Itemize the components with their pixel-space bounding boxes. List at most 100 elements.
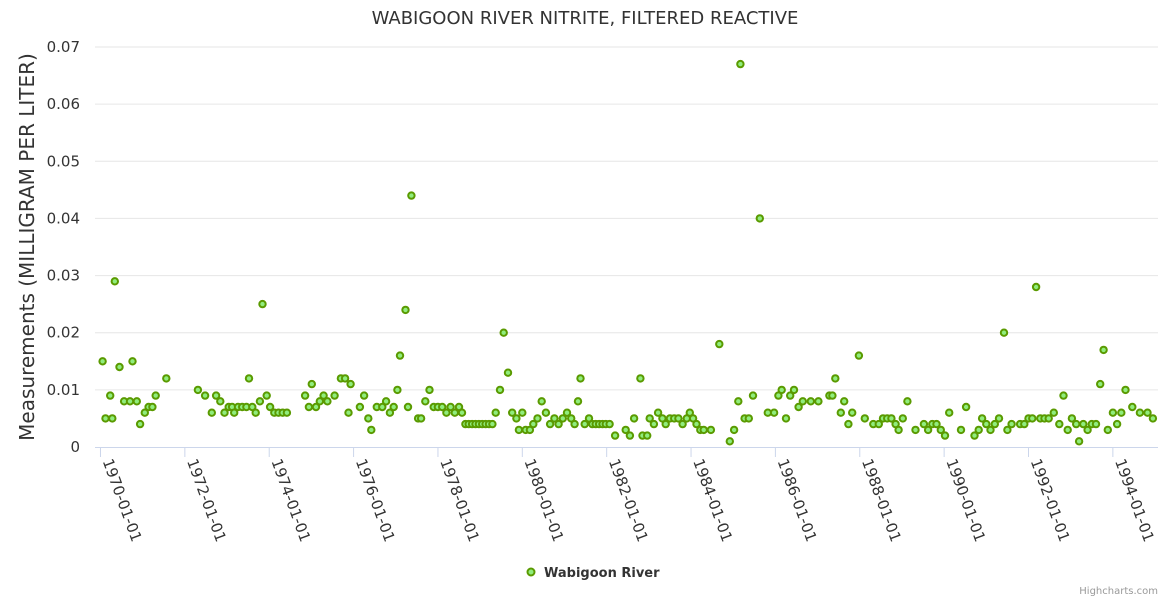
data-point[interactable] xyxy=(706,425,716,435)
data-point[interactable] xyxy=(840,397,849,406)
data-point[interactable] xyxy=(251,408,260,417)
data-point[interactable] xyxy=(1148,414,1158,423)
data-point[interactable] xyxy=(488,419,497,429)
data-point[interactable] xyxy=(1112,419,1122,429)
data-point[interactable] xyxy=(649,419,659,429)
data-point[interactable] xyxy=(518,408,527,417)
data-point[interactable] xyxy=(748,391,758,400)
data-point[interactable] xyxy=(580,419,589,429)
data-point[interactable] xyxy=(211,391,221,400)
data-point[interactable] xyxy=(110,277,120,286)
data-point[interactable] xyxy=(541,408,551,417)
legend-symbol[interactable] xyxy=(526,567,536,577)
data-point[interactable] xyxy=(692,419,701,429)
data-point[interactable] xyxy=(755,214,764,223)
data-point[interactable] xyxy=(442,408,451,417)
data-point[interactable] xyxy=(1128,402,1137,412)
data-point[interactable] xyxy=(570,419,579,429)
data-point[interactable] xyxy=(244,374,254,383)
data-point[interactable] xyxy=(421,397,430,406)
data-point[interactable] xyxy=(315,397,324,406)
data-point[interactable] xyxy=(854,351,864,360)
data-point[interactable] xyxy=(629,414,639,423)
data-point[interactable] xyxy=(898,414,907,423)
data-point[interactable] xyxy=(1108,408,1118,417)
data-point[interactable] xyxy=(831,374,840,383)
data-point[interactable] xyxy=(514,425,524,435)
data-point[interactable] xyxy=(216,397,225,406)
data-point[interactable] xyxy=(512,414,521,423)
data-point[interactable] xyxy=(499,328,508,337)
data-point[interactable] xyxy=(115,362,124,372)
data-point[interactable] xyxy=(744,414,753,423)
data-point[interactable] xyxy=(378,402,387,412)
data-point[interactable] xyxy=(777,385,786,395)
data-point[interactable] xyxy=(307,379,316,389)
data-point[interactable] xyxy=(1059,391,1068,400)
data-point[interactable] xyxy=(1091,419,1101,429)
data-point[interactable] xyxy=(1003,425,1012,435)
data-point[interactable] xyxy=(836,408,845,417)
data-point[interactable] xyxy=(438,402,447,412)
data-point[interactable] xyxy=(135,419,145,429)
data-point[interactable] xyxy=(550,414,559,423)
data-point[interactable] xyxy=(678,419,687,429)
credits-link[interactable]: Highcharts.com xyxy=(1079,586,1158,597)
data-point[interactable] xyxy=(1028,414,1037,423)
data-point[interactable] xyxy=(974,425,983,435)
data-point[interactable] xyxy=(355,402,365,412)
data-point[interactable] xyxy=(319,391,328,400)
data-point[interactable] xyxy=(573,397,583,406)
data-point[interactable] xyxy=(359,391,369,400)
data-point[interactable] xyxy=(729,425,739,435)
data-point[interactable] xyxy=(207,408,217,417)
data-point[interactable] xyxy=(848,408,857,417)
data-point[interactable] xyxy=(798,397,807,406)
data-point[interactable] xyxy=(125,397,135,406)
data-point[interactable] xyxy=(699,425,708,435)
data-point[interactable] xyxy=(643,431,652,440)
data-point[interactable] xyxy=(385,408,395,417)
data-point[interactable] xyxy=(262,391,271,400)
data-point[interactable] xyxy=(1020,419,1029,429)
legend[interactable]: Wabigoon River xyxy=(526,566,661,581)
data-point[interactable] xyxy=(1096,379,1105,389)
data-point[interactable] xyxy=(128,357,137,366)
data-point[interactable] xyxy=(653,408,663,417)
data-point[interactable] xyxy=(1067,414,1077,423)
data-point[interactable] xyxy=(525,425,535,435)
data-point[interactable] xyxy=(323,397,332,406)
data-point[interactable] xyxy=(661,419,670,429)
data-point[interactable] xyxy=(258,299,267,309)
data-point[interactable] xyxy=(605,419,614,429)
data-point[interactable] xyxy=(554,419,563,429)
data-point[interactable] xyxy=(621,425,630,435)
data-point[interactable] xyxy=(381,397,391,406)
data-point[interactable] xyxy=(1007,419,1016,429)
data-point[interactable] xyxy=(346,379,355,389)
data-point[interactable] xyxy=(508,408,517,417)
data-point[interactable] xyxy=(503,368,513,377)
data-point[interactable] xyxy=(1055,419,1064,429)
data-point[interactable] xyxy=(407,191,416,200)
data-point[interactable] xyxy=(781,414,791,423)
data-point[interactable] xyxy=(558,414,567,423)
data-point[interactable] xyxy=(230,408,239,417)
data-point[interactable] xyxy=(162,374,171,383)
data-point[interactable] xyxy=(1103,425,1113,435)
data-point[interactable] xyxy=(1079,419,1088,429)
data-point[interactable] xyxy=(999,328,1009,337)
data-point[interactable] xyxy=(495,385,505,395)
data-point[interactable] xyxy=(986,425,995,435)
data-point[interactable] xyxy=(1031,282,1041,292)
data-point[interactable] xyxy=(304,402,314,412)
data-point[interactable] xyxy=(903,397,912,406)
data-point[interactable] xyxy=(887,414,896,423)
data-point[interactable] xyxy=(457,408,467,417)
data-point[interactable] xyxy=(636,374,645,383)
series-points[interactable] xyxy=(98,59,1158,446)
data-point[interactable] xyxy=(945,408,954,417)
data-point[interactable] xyxy=(1143,408,1152,417)
data-point[interactable] xyxy=(416,414,426,423)
data-point[interactable] xyxy=(344,408,353,417)
